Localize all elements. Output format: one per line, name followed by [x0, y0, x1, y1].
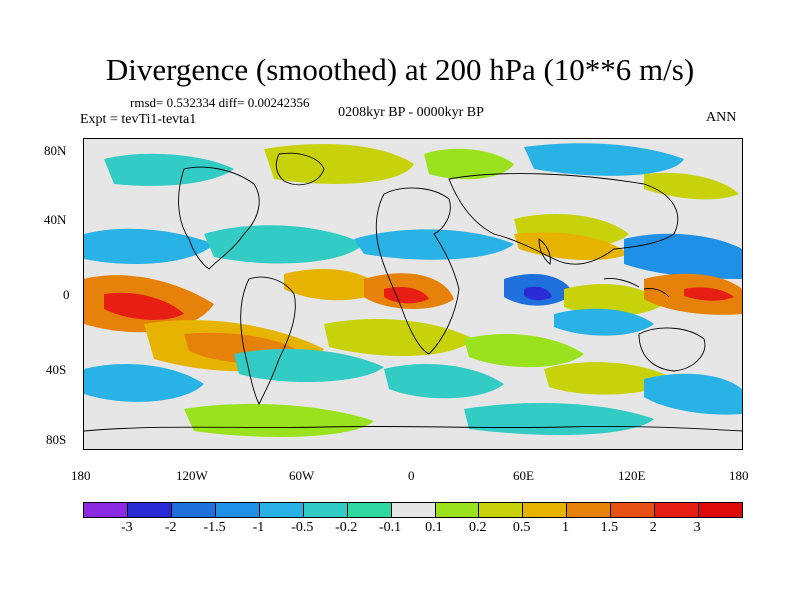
- stats-text: rmsd= 0.532334 diff= 0.00242356: [130, 95, 310, 110]
- lon-label: 180: [71, 468, 91, 483]
- colorbar-swatch: [259, 503, 304, 517]
- colorbar-swatch: [699, 503, 743, 517]
- colorbar-label: -0.1: [378, 520, 402, 535]
- colorbar-swatch: [171, 503, 216, 517]
- colorbar-label: 0.2: [469, 520, 487, 535]
- colorbar-swatch: [303, 503, 348, 517]
- colorbar-swatch: [435, 503, 480, 517]
- lat-label: 80S: [46, 432, 67, 447]
- lat-label: 40S: [46, 362, 67, 377]
- colorbar-swatch: [567, 503, 612, 517]
- colorbar: [83, 502, 743, 518]
- coastlines: [84, 152, 742, 432]
- experiment-text: Expt = tevTi1-tevta1: [80, 112, 197, 127]
- colorbar-swatch: [611, 503, 656, 517]
- lon-label: 0: [408, 468, 415, 483]
- contour-fields: [84, 143, 742, 437]
- colorbar-swatch: [127, 503, 172, 517]
- colorbar-label: -0.2: [335, 520, 358, 535]
- lon-label: 120E: [618, 468, 646, 483]
- lon-label: 60E: [513, 468, 534, 483]
- period-text: 0208kyr BP - 0000kyr BP: [338, 105, 484, 120]
- lon-label: 60W: [289, 468, 315, 483]
- colorbar-label: 3: [693, 520, 701, 535]
- colorbar-label: -1.5: [203, 520, 226, 535]
- colorbar-label: -2: [164, 520, 177, 535]
- colorbar-swatch: [215, 503, 260, 517]
- colorbar-label: 0.5: [512, 520, 531, 535]
- colorbar-label: 0.1: [425, 520, 443, 535]
- colorbar-swatch: [479, 503, 524, 517]
- lat-label: 0: [63, 287, 70, 302]
- colorbar-label: 1: [562, 520, 570, 535]
- divergence-map: [83, 138, 743, 450]
- lon-label: 180: [729, 468, 749, 483]
- map-title: Divergence (smoothed) at 200 hPa (10**6 …: [105, 52, 695, 87]
- colorbar-label: 2: [649, 520, 657, 535]
- lat-label: 40N: [44, 212, 67, 227]
- colorbar-swatch: [347, 503, 392, 517]
- colorbar-label: -1: [252, 520, 265, 535]
- colorbar-swatch: [84, 503, 128, 517]
- map-canvas: [84, 143, 742, 437]
- lon-label: 120W: [176, 468, 208, 483]
- colorbar-swatch: [391, 503, 436, 517]
- colorbar-swatch: [655, 503, 700, 517]
- colorbar-label: -3: [121, 520, 133, 535]
- colorbar-label: 1.5: [600, 520, 619, 535]
- lat-label: 80N: [44, 143, 67, 158]
- colorbar-label: -0.5: [291, 520, 314, 535]
- season-text: ANN: [706, 110, 737, 125]
- colorbar-swatch: [523, 503, 568, 517]
